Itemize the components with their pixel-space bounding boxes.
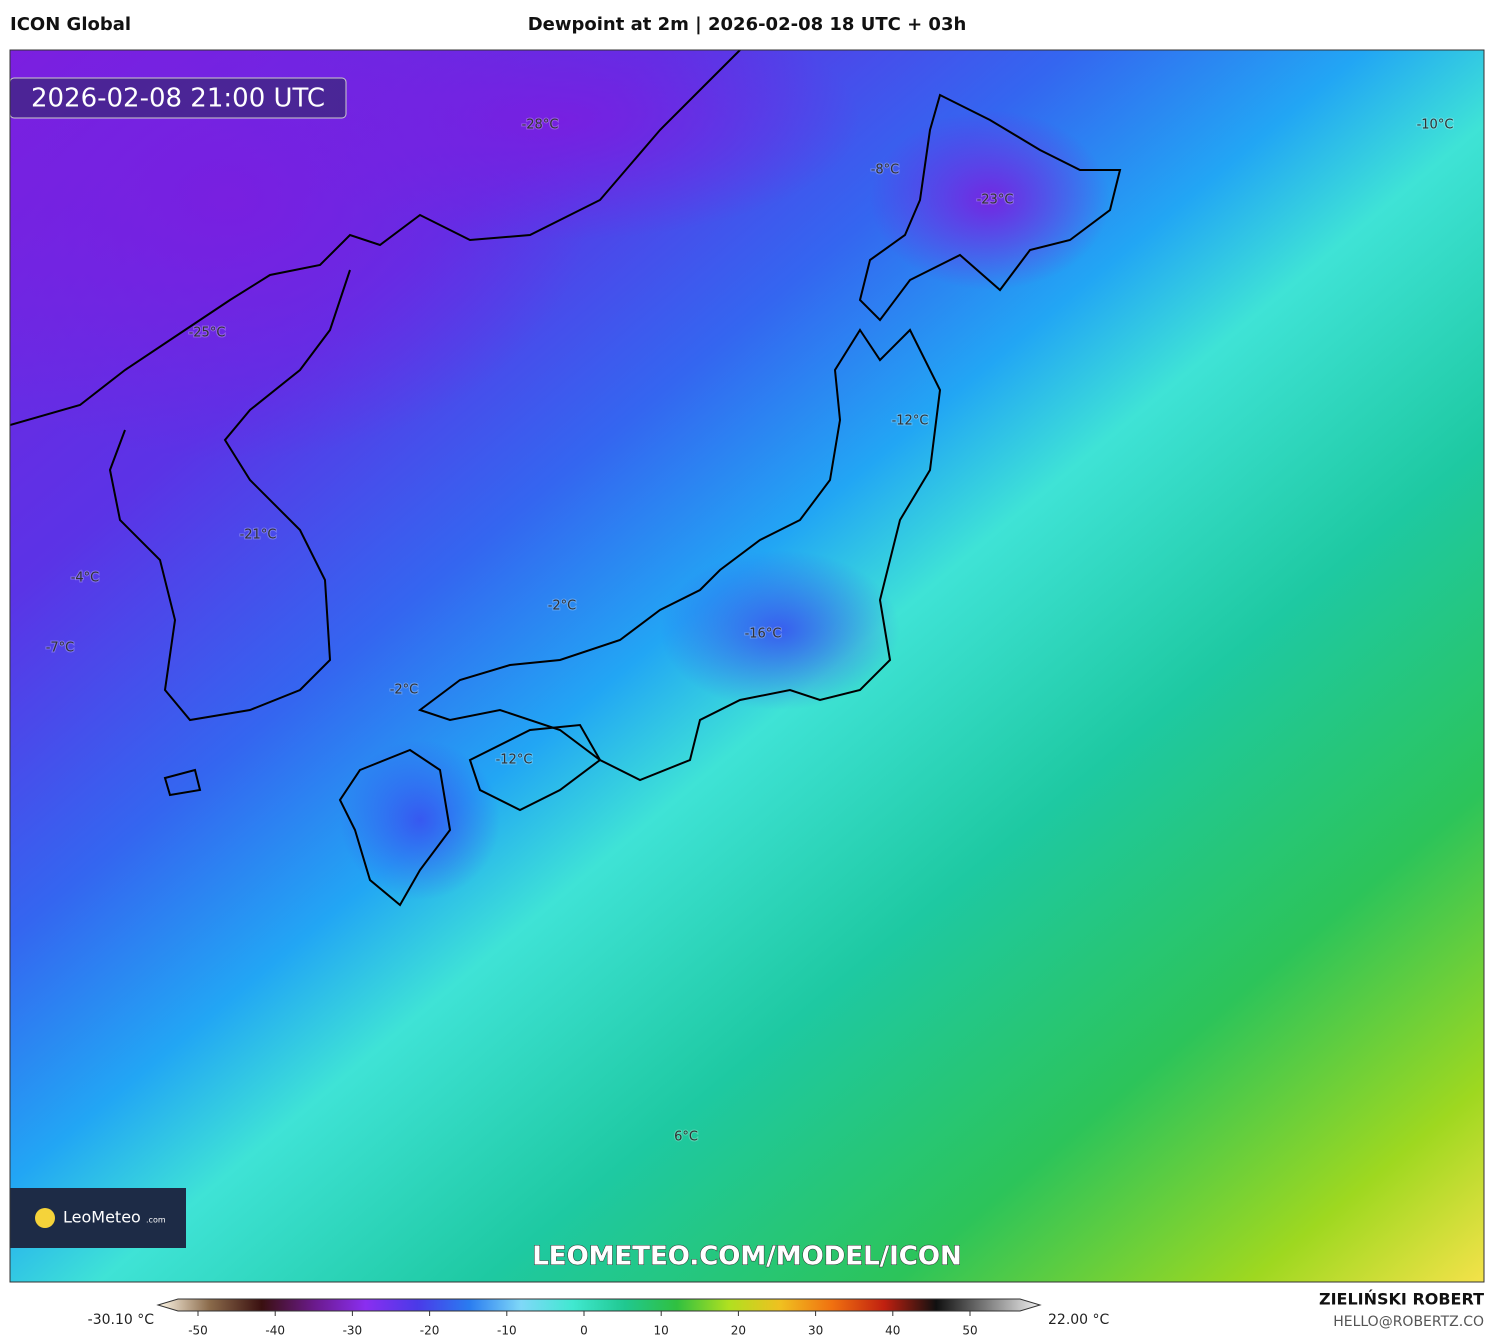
contour-label: -2°C: [548, 599, 577, 614]
contact: HELLO@ROBERTZ.CO: [1333, 1314, 1484, 1330]
coastline: [417, 328, 942, 782]
map-frame: [9, 49, 1485, 1283]
timestamp-box: [10, 77, 347, 119]
colorbar-tick-label: 40: [885, 1324, 900, 1338]
colorbar-min: -30.10 °C: [88, 1312, 155, 1328]
contour-label: -7°C: [46, 641, 75, 656]
contour-label: -10°C: [1417, 118, 1454, 133]
colorbar-ticks: -50 -40 -30 -20 -10 0 10 20 30 40 50: [188, 1311, 978, 1338]
colorbar-tick-label: 0: [580, 1324, 588, 1338]
coastline: [10, 50, 741, 426]
coastline: [468, 723, 602, 812]
colorbar-tick-label: 30: [808, 1324, 823, 1338]
colorbar: [156, 1298, 1042, 1312]
contour-labels: -28°C -8°C -23°C -10°C -25°C -12°C -21°C -4°C -2…: [45, 117, 1455, 1146]
logo-sun: [35, 1208, 55, 1228]
contour-label: -25°C: [189, 326, 226, 341]
author: ZIELIŃSKI ROBERT: [1319, 1290, 1484, 1309]
contour-label: -2°C: [390, 683, 419, 698]
contour-label: -21°C: [240, 528, 277, 543]
logo-name: LeoMeteo: [63, 1208, 141, 1227]
contour-label: -8°C: [871, 163, 900, 178]
logo-suffix: .com: [146, 1216, 166, 1225]
cold-area: [660, 550, 900, 710]
contour-label: -16°C: [745, 627, 782, 642]
coastline: [163, 768, 202, 797]
contour-label: 6°C: [674, 1130, 698, 1145]
map-title: Dewpoint at 2m | 2026-02-08 18 UTC + 03h: [528, 14, 967, 35]
coastline: [858, 93, 1122, 322]
coastline: [338, 748, 452, 907]
cold-area: [340, 740, 500, 900]
timestamp: 2026-02-08 21:00 UTC: [31, 84, 325, 114]
contour-label: -12°C: [496, 753, 533, 768]
contour-label: -12°C: [892, 414, 929, 429]
colorbar-tick-label: -40: [265, 1324, 285, 1338]
contour-label: -4°C: [71, 571, 100, 586]
colorbar-max: 22.00 °C: [1048, 1312, 1110, 1328]
coastlines: [10, 50, 1122, 907]
colorbar-tick-label: -20: [420, 1324, 440, 1338]
contour-label: -23°C: [977, 193, 1014, 208]
colorbar-tick-label: -10: [497, 1324, 517, 1338]
colorbar-tick-label: 50: [962, 1324, 977, 1338]
colorbar-tick-label: -50: [188, 1324, 208, 1338]
map-area: -28°C -8°C -23°C -10°C -25°C -12°C -21°C -4°C -2…: [10, 50, 1484, 1282]
model-name: ICON Global: [10, 14, 131, 35]
colorbar-tick-label: 20: [731, 1324, 746, 1338]
colorbar-tick-label: 10: [654, 1324, 669, 1338]
colorbar-tick-label: -30: [343, 1324, 363, 1338]
coastline: [108, 269, 351, 722]
cold-area: [260, 50, 860, 240]
contour-label: -28°C: [522, 118, 559, 133]
watermark: LEOMETEO.COM/MODEL/ICON: [532, 1242, 962, 1272]
